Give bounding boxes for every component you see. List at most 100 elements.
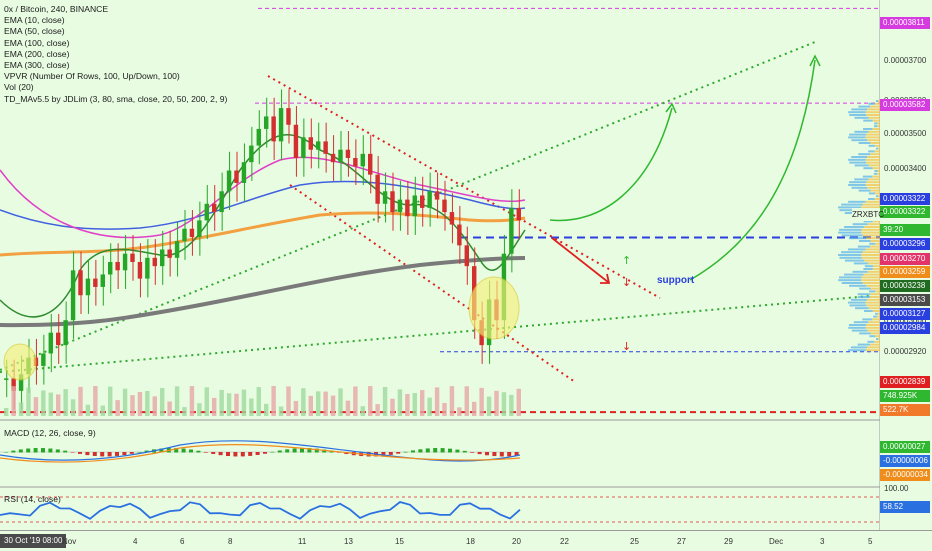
price-badge: 0.00003238 [880,280,930,292]
indicator-ema10[interactable]: EMA (10, close) [4,15,65,26]
vpvr-bar [861,279,880,282]
vpvr-bar [868,178,880,181]
price-tick: 0.00003500 [884,129,927,138]
price-badge: 0.00003127 [880,308,930,320]
macd-histogram-bar [196,450,201,453]
price-badge: 0.00003296 [880,238,930,250]
volume-bar [286,386,291,416]
macd-histogram-bar [462,450,467,453]
volume-bar [360,406,365,416]
vpvr-bar [850,298,867,301]
macd-histogram-bar [485,452,489,456]
vpvr-bar [857,245,871,248]
vpvr-bar [870,287,880,290]
cursor-date-label: 30 Oct '19 08:00 [0,534,67,548]
indicator-td-ma[interactable]: TD_MAv5.5 by JDLim (3, 80, sma, close, 2… [4,93,228,104]
indicator-volume[interactable]: Vol (20) [4,82,34,93]
vpvr-bar [854,116,869,119]
price-badge: 0.00003811 [880,17,930,29]
vpvr-bar [851,186,868,189]
macd-histogram-bar [285,449,290,453]
candle-body [330,153,336,163]
macd-histogram-bar [233,452,238,457]
vpvr-bar [852,223,868,226]
macd-histogram-bar [470,452,475,453]
vpvr-bar [864,259,880,262]
macd-histogram-bar [137,451,142,453]
vpvr-bar [841,234,863,237]
macd-pane-label[interactable]: MACD (12, 26, close, 9) [4,428,96,438]
volume-bar [516,388,521,416]
vpvr-bar [870,245,880,248]
volume-bar [501,392,507,416]
rsi-pane-label[interactable]: RSI (14, close) [4,494,61,504]
volume-bar [174,386,180,416]
vpvr-bar [878,195,880,198]
macd-histogram-bar [248,452,253,456]
price-tick: 0.00003000 [884,316,927,325]
candle-body [442,199,447,213]
volume-bar [241,389,247,416]
vpvr-bar [866,304,880,307]
volume-bar [472,401,477,416]
vpvr-bar [870,153,880,156]
indicator-ema100[interactable]: EMA (100, close) [4,37,70,48]
price-badge: 0.00003153 [880,294,930,306]
macd-histogram-bar [159,448,164,453]
candle-body [516,207,521,221]
vpvr-bar [868,102,875,105]
macd-histogram-bar [70,452,75,453]
vpvr-bar [863,220,873,223]
indicator-ema200[interactable]: EMA (200, close) [4,48,70,59]
macd-histogram-bar [507,452,512,457]
vpvr-bar [849,284,867,287]
time-axis[interactable]: 30 Oct '19 08:00 Nov 4 6 8 11 13 15 18 20 22 25 27 2… [0,530,932,551]
macd-badge: -0.00000034 [880,469,930,481]
indicator-vpvr[interactable]: VPVR (Number Of Rows, 100, Up/Down, 100) [4,71,180,82]
volume-bar [189,386,195,416]
indicator-ema300[interactable]: EMA (300, close) [4,60,70,71]
vpvr-bar [868,164,880,167]
vpvr-bar [874,340,880,343]
vpvr-bar [838,206,862,209]
vpvr-bar [855,307,869,310]
vpvr-bar [848,200,866,203]
trendline-red [289,184,576,383]
vpvr-bar [848,111,866,114]
macd-histogram-bar [499,452,504,457]
time-label: 18 [466,537,475,546]
macd-histogram-bar [26,448,31,453]
candle-body [353,158,358,167]
candle-body [286,108,291,125]
vpvr-bar [857,343,870,346]
volume-bar [353,386,358,416]
vpvr-bar [857,296,871,298]
macd-histogram-bar [263,452,267,454]
vpvr-bar [872,268,880,270]
macd-histogram-bar [144,450,149,453]
vpvr-bar [854,164,869,167]
vpvr-bar [848,301,866,304]
macd-histogram-bar [455,449,460,453]
vpvr-bar [861,206,880,209]
macd-histogram-bar [433,448,438,453]
macd-histogram-bar [300,448,304,453]
vpvr-bar [863,310,873,312]
volume-bar [145,390,150,416]
volume-bar [11,386,16,416]
vpvr-bar [876,338,879,340]
volume-bar [226,393,232,416]
rsi-line [0,501,521,520]
indicator-ema50[interactable]: EMA (50, close) [4,26,65,37]
vpvr-bar [848,324,867,326]
vpvr-bar [872,167,880,170]
vpvr-bar [865,184,880,186]
vpvr-bar [867,156,880,158]
candle-body [182,228,187,242]
vpvr-bar [848,326,866,329]
vpvr-bar [839,276,862,279]
chart-title: 0x / Bitcoin, 240, BINANCE [4,4,109,14]
volume-bar [167,401,172,416]
candle-body [382,191,388,204]
